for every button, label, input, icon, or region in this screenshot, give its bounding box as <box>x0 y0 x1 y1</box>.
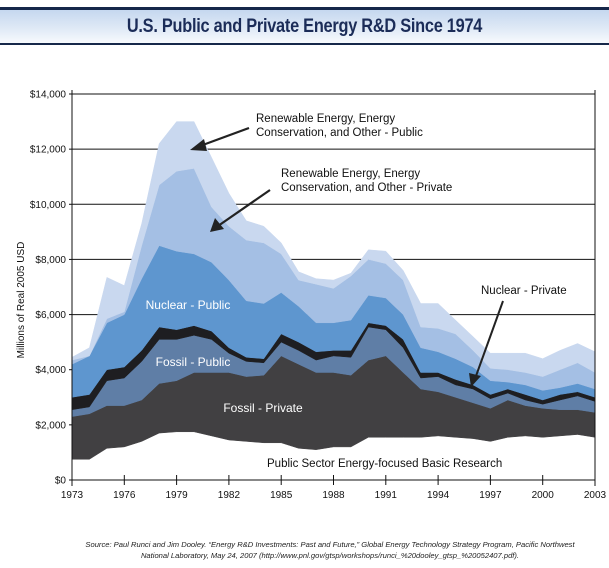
area-layers <box>71 121 596 481</box>
y-tick-label: $14,000 <box>30 90 67 101</box>
arrowhead-icon <box>190 139 207 151</box>
chart-title: U.S. Public and Private Energy R&D Since… <box>126 16 483 37</box>
x-tick-label: 1991 <box>375 490 398 501</box>
x-tick-label: 1988 <box>322 490 345 501</box>
x-tick-label: 1973 <box>61 490 84 501</box>
label-nuclear-public: Nuclear - Public <box>146 298 231 312</box>
arrowhead-icon <box>210 218 224 232</box>
x-tick-label: 1997 <box>479 490 502 501</box>
annotation-text: Nuclear - Private <box>481 285 567 297</box>
x-tick-label: 1982 <box>218 490 241 501</box>
title-banner: U.S. Public and Private Energy R&D Since… <box>0 7 609 45</box>
y-tick-label: $10,000 <box>30 200 67 211</box>
annotation-renewable-private: Renewable Energy, Energy Conservation, a… <box>210 168 452 232</box>
y-tick-label: $4,000 <box>35 365 66 376</box>
x-axis-ticks: 1973 1976 1979 1982 1985 1988 1991 1994 1997 2000… <box>61 475 607 501</box>
source-line-1: Source: Paul Runci and Jim Dooley. “Ener… <box>85 540 575 549</box>
annotation-renewable-public: Renewable Energy, Energy Conservation, a… <box>190 113 423 151</box>
y-axis-ticks: $0 $2,000 $4,000 $6,000 $8,000 $10,000 $12,000… <box>30 90 72 487</box>
label-basic-research: Public Sector Energy-focused Basic Resea… <box>267 458 502 470</box>
annotation-arrow-line <box>199 126 250 148</box>
source-line-2: National Laboratory, May 24, 2007 (http:… <box>140 551 520 560</box>
y-tick-label: $0 <box>55 476 67 487</box>
annotation-nuclear-private: Nuclear - Private <box>469 285 567 387</box>
annotation-arrow-line <box>217 189 271 227</box>
x-tick-label: 1985 <box>270 490 293 501</box>
y-axis-title: Millions of Real 2005 USD <box>16 242 27 359</box>
annotation-text: Renewable Energy, Energy <box>281 168 420 180</box>
y-tick-label: $6,000 <box>35 310 66 321</box>
annotation-arrow-line <box>475 300 504 377</box>
y-tick-label: $2,000 <box>35 420 66 431</box>
x-tick-label: 1979 <box>165 490 188 501</box>
x-tick-label: 1976 <box>113 490 136 501</box>
x-tick-label: 2003 <box>584 490 607 501</box>
arrowhead-icon <box>469 373 481 387</box>
y-tick-label: $12,000 <box>30 145 67 156</box>
source-note: Source: Paul Runci and Jim Dooley. “Ener… <box>70 539 590 561</box>
label-fossil-private: Fossil - Private <box>223 401 303 415</box>
x-tick-label: 1994 <box>427 490 450 501</box>
y-tick-label: $8,000 <box>35 255 66 266</box>
annotation-text: Conservation, and Other - Private <box>281 182 452 194</box>
x-tick-label: 2000 <box>532 490 555 501</box>
annotation-text: Conservation, and Other - Public <box>256 127 423 139</box>
annotation-text: Renewable Energy, Energy <box>256 113 395 125</box>
label-fossil-public: Fossil - Public <box>156 355 231 369</box>
